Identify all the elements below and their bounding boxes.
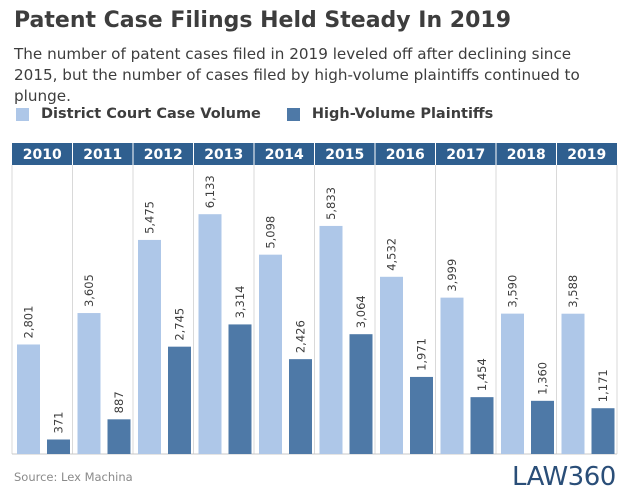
logo-word: LAW	[512, 462, 568, 492]
source-note: Source: Lex Machina	[14, 470, 133, 484]
high-volume-bar-2017	[470, 397, 494, 454]
logo-number: 360	[567, 462, 617, 492]
high-volume-bar-2011	[107, 419, 131, 454]
district-value-label-2010: 2,801	[22, 306, 36, 339]
year-label-2019: 2019	[567, 147, 606, 163]
chart-subtitle: The number of patent cases filed in 2019…	[14, 45, 580, 105]
district-value-label-2016: 4,532	[385, 238, 399, 271]
high-volume-bar-2019	[591, 408, 615, 454]
year-label-2014: 2014	[265, 147, 304, 163]
legend-swatch-district	[16, 107, 29, 121]
district-bar-2010	[17, 344, 40, 454]
legend-label-district: District Court Case Volume	[41, 106, 261, 122]
high-volume-bar-2016	[410, 376, 433, 454]
year-label-2012: 2012	[144, 147, 183, 163]
high-volume-value-label-2017: 1,454	[475, 358, 489, 391]
chart-title: Patent Case Filings Held Steady In 2019	[14, 8, 512, 33]
high-volume-value-label-2014: 2,426	[294, 320, 308, 353]
district-bar-2019	[561, 313, 585, 454]
high-volume-bar-2014	[289, 359, 312, 454]
district-value-label-2019: 3,588	[566, 275, 580, 308]
district-value-label-2012: 5,475	[143, 201, 157, 234]
district-value-label-2014: 5,098	[264, 216, 278, 249]
year-label-2017: 2017	[446, 147, 485, 163]
district-value-label-2018: 3,590	[506, 275, 520, 308]
district-bar-2018	[501, 313, 524, 454]
district-value-label-2017: 3,999	[445, 259, 459, 292]
high-volume-value-label-2013: 3,314	[233, 285, 247, 318]
district-bar-2013	[198, 214, 222, 454]
high-volume-bar-2018	[531, 400, 554, 454]
year-label-2013: 2013	[204, 147, 243, 163]
high-volume-value-label-2018: 1,360	[536, 362, 550, 395]
high-volume-bar-2013	[228, 324, 252, 454]
legend: District Court Case Volume High-Volume P…	[16, 106, 519, 122]
district-bar-2012	[138, 239, 161, 454]
year-label-2011: 2011	[83, 147, 122, 163]
district-bar-2017	[440, 297, 464, 454]
year-label-2018: 2018	[507, 147, 546, 163]
legend-item-district: District Court Case Volume	[16, 106, 261, 122]
year-label-2015: 2015	[325, 147, 364, 163]
high-volume-value-label-2015: 3,064	[354, 295, 368, 328]
legend-swatch-high-volume	[286, 107, 300, 121]
high-volume-bar-2015	[349, 334, 373, 454]
legend-label-high-volume: High-Volume Plaintiffs	[311, 106, 494, 122]
high-volume-value-label-2011: 887	[112, 391, 126, 413]
high-volume-bar-2010	[47, 439, 70, 454]
district-bar-2014	[259, 254, 282, 454]
high-volume-value-label-2019: 1,171	[596, 369, 610, 402]
high-volume-bar-2012	[168, 346, 191, 454]
legend-item-high-volume: High-Volume Plaintiffs	[286, 106, 494, 122]
district-value-label-2011: 3,605	[82, 274, 96, 307]
year-label-2010: 2010	[23, 147, 62, 163]
high-volume-value-label-2012: 2,745	[173, 308, 187, 341]
district-value-label-2015: 5,833	[324, 187, 338, 220]
high-volume-value-label-2010: 371	[52, 412, 66, 434]
district-bar-2016	[380, 276, 403, 454]
high-volume-value-label-2016: 1,971	[415, 338, 429, 371]
law360-logo: LAW360	[512, 462, 616, 492]
district-bar-2011	[77, 313, 101, 454]
year-label-2016: 2016	[386, 147, 425, 163]
district-bar-2015	[319, 225, 343, 454]
district-value-label-2013: 6,133	[203, 175, 217, 208]
